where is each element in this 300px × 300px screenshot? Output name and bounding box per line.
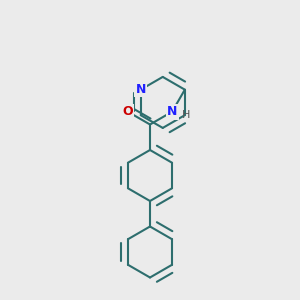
Text: N: N bbox=[136, 83, 146, 96]
Text: N: N bbox=[167, 105, 177, 118]
Text: O: O bbox=[123, 105, 133, 118]
Text: H: H bbox=[182, 110, 190, 120]
